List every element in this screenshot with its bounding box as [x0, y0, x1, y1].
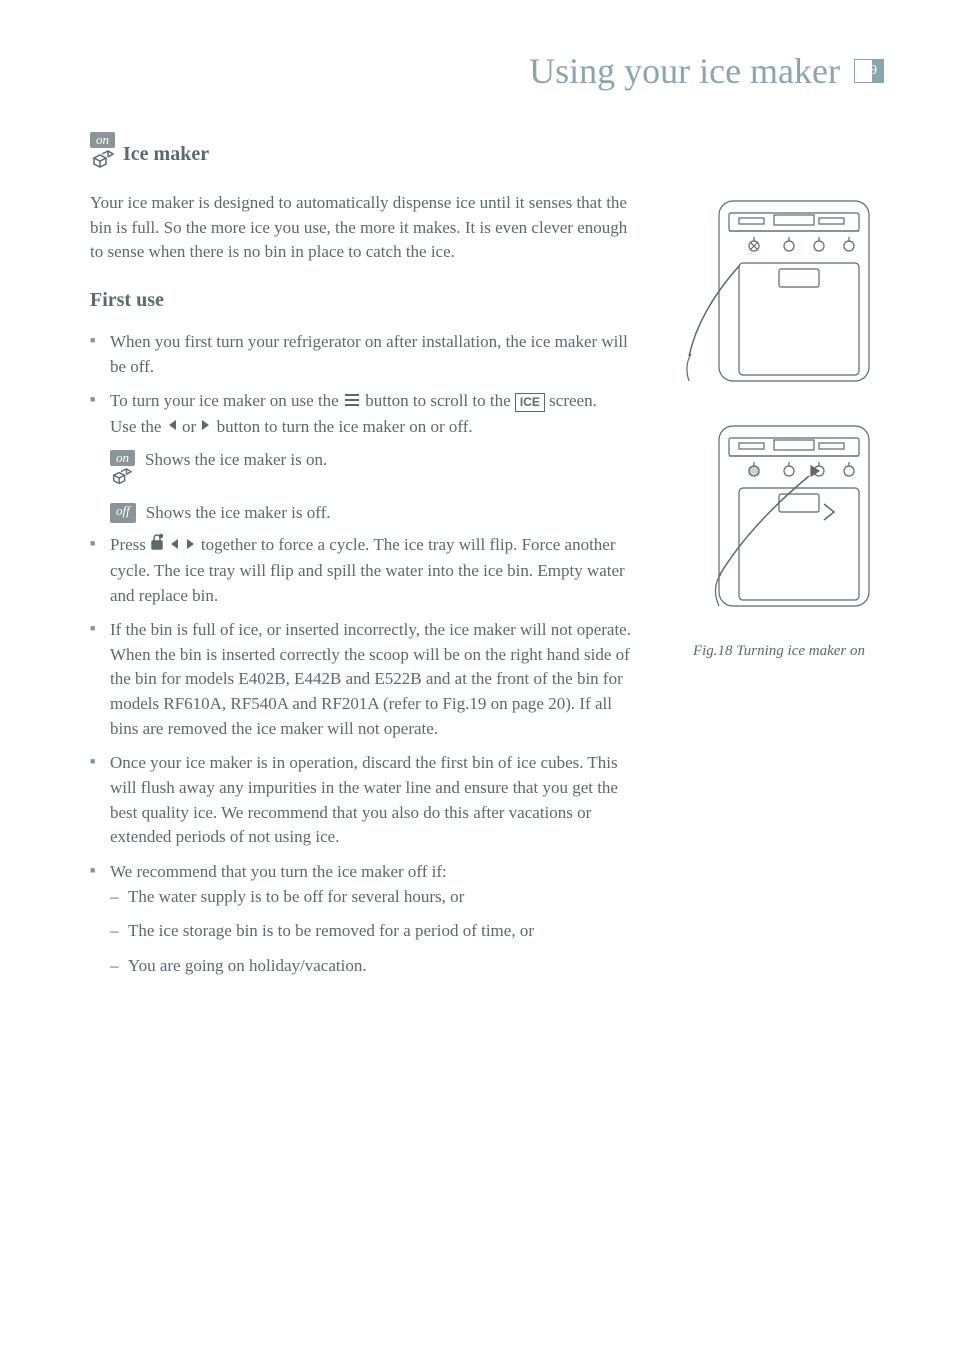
status-off: off Shows the ice maker is off.	[110, 503, 644, 523]
list-item: If the bin is full of ice, or inserted i…	[90, 618, 644, 741]
figure-1	[674, 191, 884, 396]
sub-item: You are going on holiday/vacation.	[110, 954, 644, 979]
off-badge: off	[110, 503, 136, 523]
list-item: Once your ice maker is in operation, dis…	[90, 751, 644, 850]
instruction-list: When you first turn your refrigerator on…	[90, 330, 644, 440]
left-arrow-icon	[166, 415, 178, 440]
status-text: Shows the ice maker is on.	[145, 450, 327, 493]
ice-label-icon: ICE	[515, 393, 545, 412]
sub-item: The ice storage bin is to be removed for…	[110, 919, 644, 944]
sub-item: The water supply is to be off for severa…	[110, 885, 644, 910]
intro-text: Your ice maker is designed to automatica…	[90, 191, 644, 265]
page-header: Using your ice maker 19	[90, 50, 884, 92]
section-title: Ice maker	[123, 143, 209, 166]
section-heading: on Ice maker	[90, 132, 884, 177]
first-use-heading: First use	[90, 289, 644, 312]
list-item: To turn your ice maker on use the button…	[90, 389, 644, 440]
menu-icon	[343, 390, 361, 415]
list-item: We recommend that you turn the ice maker…	[90, 860, 644, 979]
main-content: Your ice maker is designed to automatica…	[90, 191, 644, 989]
list-item: When you first turn your refrigerator on…	[90, 330, 644, 379]
left-arrow-icon	[168, 534, 180, 559]
list-item: Press together to force a cycle. The ice…	[90, 533, 644, 608]
status-on: on Shows the ice maker is on.	[110, 450, 644, 493]
right-arrow-icon	[200, 415, 212, 440]
page-number-badge: 19	[854, 59, 884, 83]
figure-column: Fig.18 Turning ice maker on	[674, 191, 884, 989]
on-badge: on	[110, 450, 135, 466]
lock-icon	[150, 533, 164, 559]
figure-2	[674, 416, 884, 621]
status-text: Shows the ice maker is off.	[146, 503, 331, 523]
right-arrow-icon	[185, 534, 197, 559]
ice-cubes-icon	[90, 150, 114, 177]
figure-caption: Fig.18 Turning ice maker on	[674, 641, 884, 663]
instruction-list-2: Press together to force a cycle. The ice…	[90, 533, 644, 979]
ice-cubes-icon	[110, 468, 132, 493]
page-title: Using your ice maker	[529, 50, 840, 92]
on-tag: on	[90, 132, 115, 148]
sub-list: The water supply is to be off for severa…	[110, 885, 644, 979]
